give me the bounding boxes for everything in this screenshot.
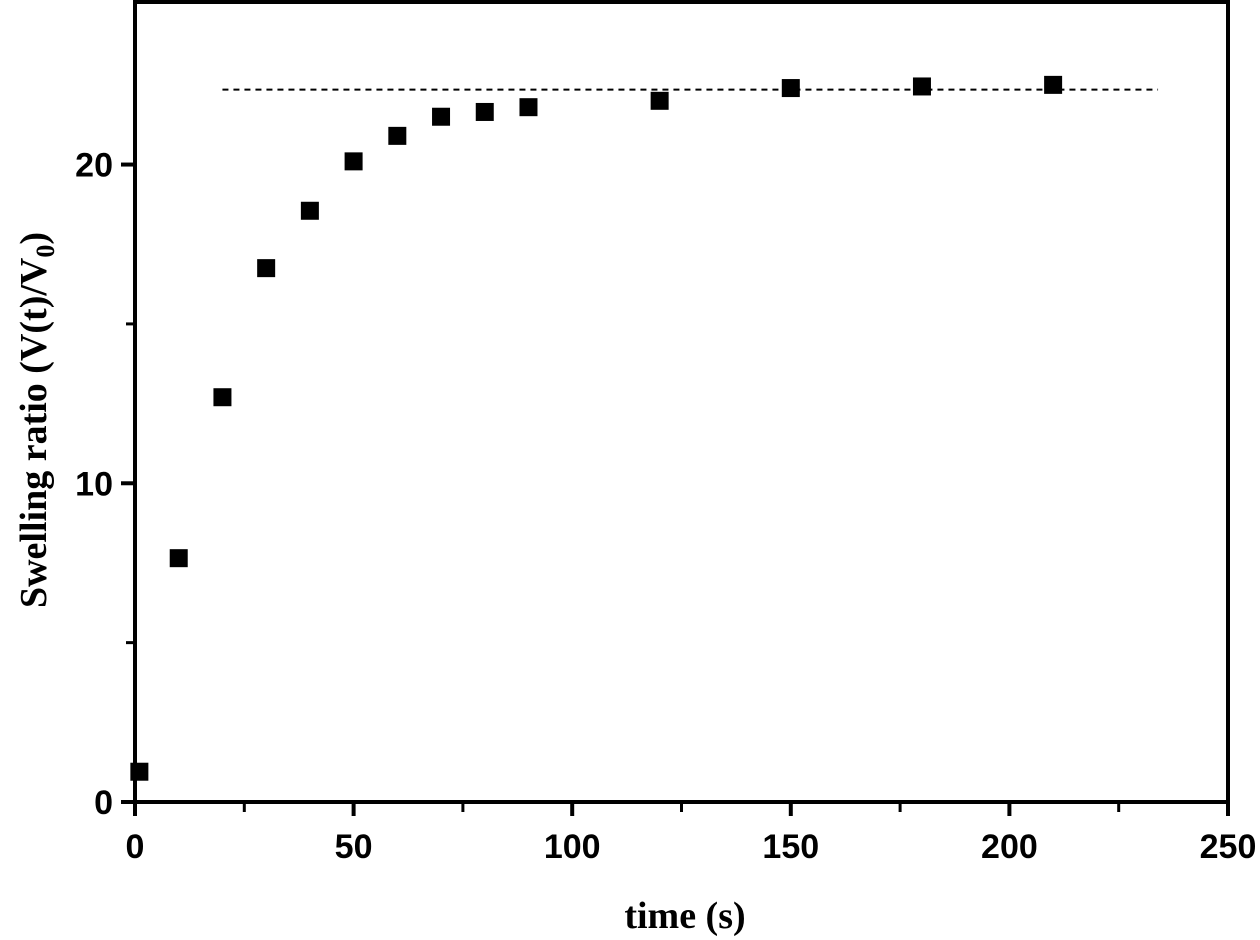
data-point bbox=[1044, 75, 1063, 94]
data-point bbox=[388, 126, 407, 145]
data-point bbox=[912, 77, 931, 96]
x-tick-label: 50 bbox=[335, 828, 373, 866]
y-tick-label: 10 bbox=[75, 465, 113, 503]
data-point bbox=[130, 762, 149, 781]
y-axis-title-main: Swelling ratio (V(t)/V bbox=[13, 257, 55, 608]
data-point bbox=[213, 388, 232, 407]
data-point bbox=[781, 79, 800, 98]
y-tick-label: 0 bbox=[94, 784, 113, 822]
data-point bbox=[344, 152, 363, 171]
y-tick-label: 20 bbox=[75, 147, 113, 185]
data-point bbox=[432, 107, 451, 126]
x-tick-label: 0 bbox=[126, 828, 145, 866]
x-axis-title: time (s) bbox=[624, 895, 745, 937]
data-point bbox=[169, 549, 188, 568]
plot-frame bbox=[133, 0, 1230, 804]
x-tick-label: 250 bbox=[1200, 828, 1257, 866]
x-tick-label: 100 bbox=[544, 828, 601, 866]
data-point bbox=[519, 98, 538, 117]
y-axis-title-end: ) bbox=[13, 232, 55, 245]
data-point bbox=[300, 201, 319, 220]
data-point bbox=[257, 259, 276, 278]
x-tick-label: 200 bbox=[981, 828, 1038, 866]
y-axis-title: Swelling ratio (V(t)/V0) bbox=[13, 232, 60, 608]
y-axis-title-subscript: 0 bbox=[31, 245, 60, 258]
data-point bbox=[475, 102, 494, 121]
x-tick-label: 150 bbox=[762, 828, 819, 866]
data-point bbox=[650, 91, 669, 110]
